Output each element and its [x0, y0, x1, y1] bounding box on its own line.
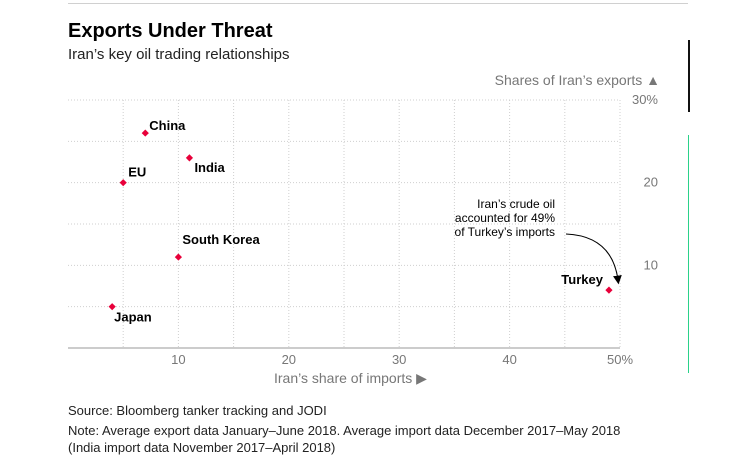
y-axis-label: Shares of Iran’s exports ▲ — [494, 72, 660, 88]
x-tick-label: 30 — [392, 352, 406, 367]
annotation-line: Iran’s crude oil — [477, 197, 555, 211]
source-note: Source: Bloomberg tanker tracking and JO… — [68, 403, 327, 418]
y-tick-label: 10 — [644, 257, 658, 272]
data-point-china — [141, 129, 149, 137]
data-note: Note: Average export data January–June 2… — [68, 423, 621, 438]
point-label-india: India — [194, 160, 225, 175]
annotation-line: of Turkey’s imports — [455, 225, 555, 239]
x-tick-label: 10 — [171, 352, 185, 367]
data-point-japan — [108, 303, 116, 311]
point-label-eu: EU — [128, 165, 146, 180]
x-tick-label: 40 — [502, 352, 516, 367]
x-tick-label: 20 — [282, 352, 296, 367]
annotation-line: accounted for 49% — [455, 211, 555, 225]
chart-title: Exports Under Threat — [68, 20, 273, 42]
annotation-arrow — [565, 233, 622, 285]
data-point-eu — [119, 179, 127, 187]
data-point-turkey — [605, 286, 613, 294]
y-tick-label: 20 — [644, 175, 658, 190]
chart-subtitle: Iran’s key oil trading relationships — [68, 46, 290, 63]
point-label-china: China — [149, 118, 186, 133]
y-tick-label: 30% — [632, 92, 658, 107]
x-tick-label: 50% — [607, 352, 633, 367]
point-label-japan: Japan — [114, 310, 152, 325]
point-label-south-korea: South Korea — [182, 232, 260, 247]
scroll-indicator-dark — [688, 40, 690, 112]
data-point-india — [185, 154, 194, 162]
top-rule — [68, 3, 688, 4]
scroll-indicator-green — [688, 135, 689, 373]
data-note-india: (India import data November 2017–April 2… — [68, 440, 336, 455]
x-axis-label: Iran’s share of imports ▶ — [274, 370, 427, 386]
data-point-south-korea — [174, 253, 182, 261]
point-label-turkey: Turkey — [561, 272, 603, 287]
